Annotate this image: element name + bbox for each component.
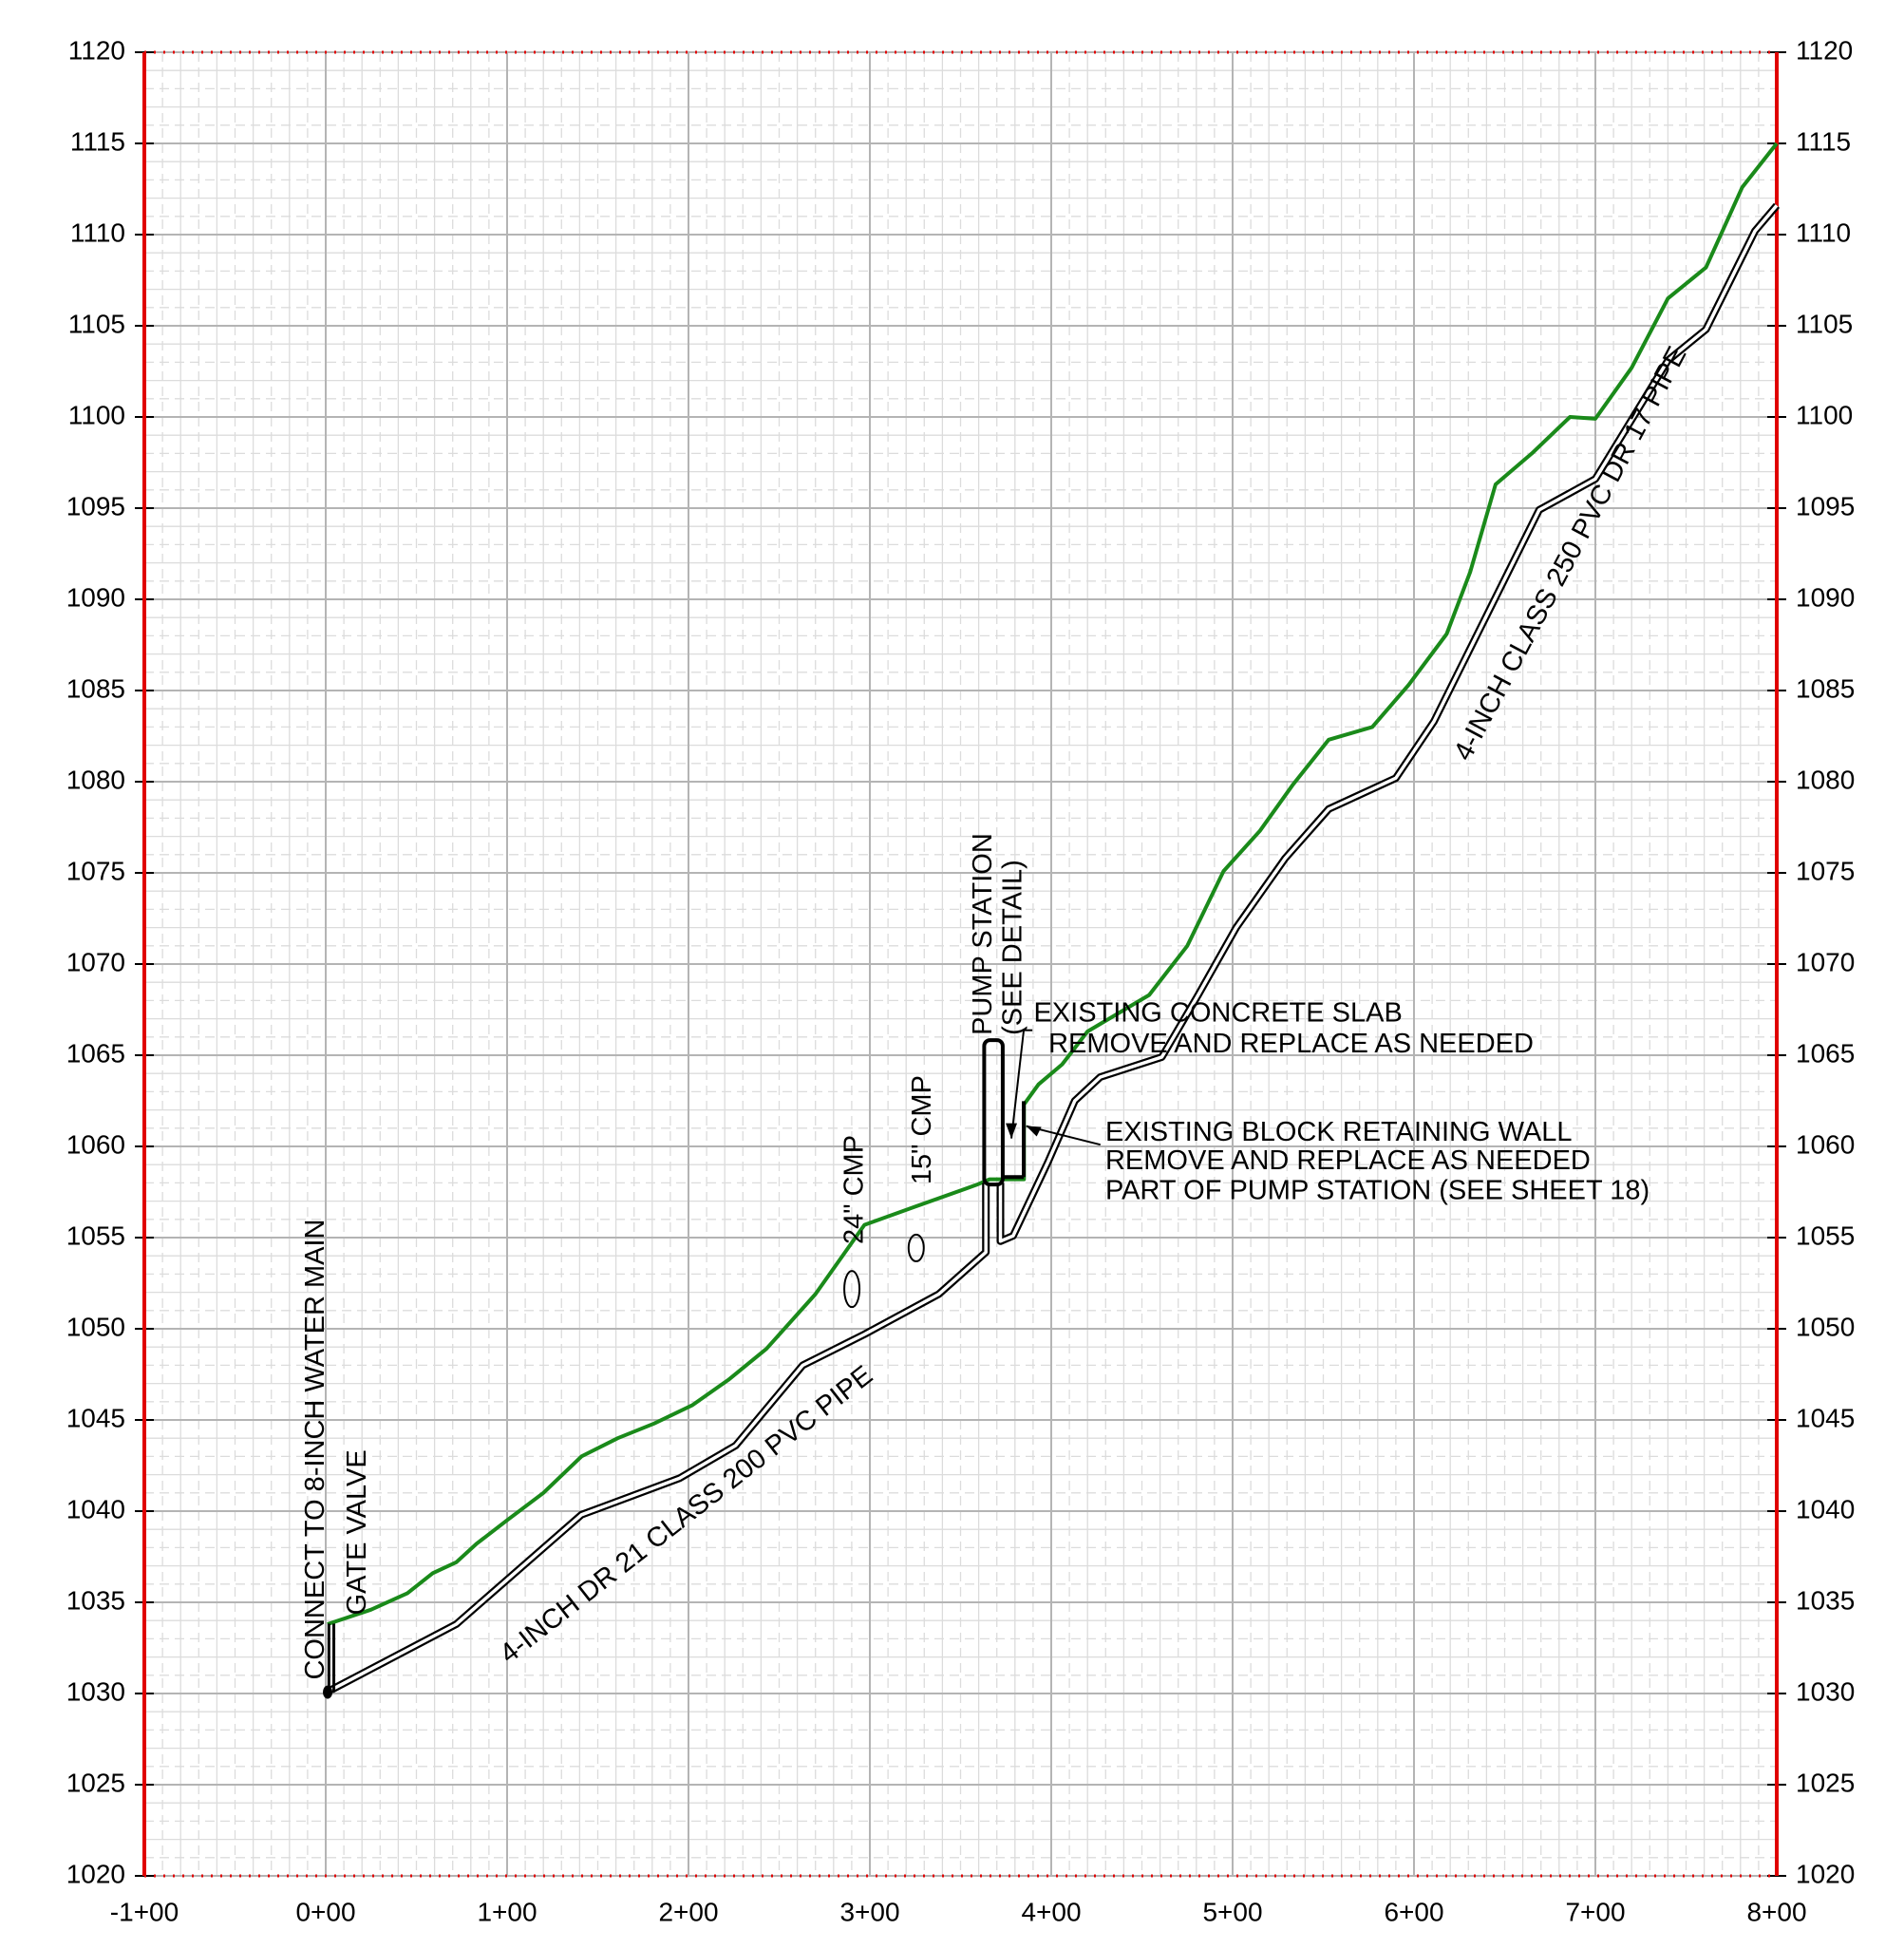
y-tick-label: 1030 [66, 1676, 125, 1706]
y2-tick-label: 1055 [1796, 1220, 1855, 1250]
y2-tick-label: 1100 [1796, 400, 1853, 429]
y2-tick-label: 1020 [1796, 1859, 1855, 1888]
annotation: REMOVE AND REPLACE AS NEEDED [1105, 1145, 1591, 1176]
annotation: CONNECT TO 8-INCH WATER MAIN [300, 1220, 330, 1680]
y-tick-label: 1095 [66, 491, 125, 520]
x-tick-label: -1+00 [110, 1897, 179, 1926]
fitting [323, 1685, 333, 1699]
plot [323, 142, 1781, 1699]
y-tick-label: 1020 [66, 1859, 125, 1888]
y-tick-label: 1105 [68, 309, 125, 338]
y2-tick-label: 1110 [1796, 218, 1851, 247]
culvert [907, 1233, 925, 1262]
y2-tick-label: 1090 [1796, 582, 1855, 612]
y2-tick-label: 1085 [1796, 673, 1855, 703]
y-tick-label: 1115 [70, 126, 125, 156]
arrow-head [1006, 1123, 1018, 1139]
x-tick-label: 1+00 [477, 1897, 537, 1926]
x-tick-label: 7+00 [1565, 1897, 1625, 1926]
annotation: REMOVE AND REPLACE AS NEEDED [1048, 1029, 1534, 1059]
annotation: 15" CMP [907, 1075, 937, 1184]
y-tick-label: 1090 [66, 582, 125, 612]
annotation: EXISTING BLOCK RETAINING WALL [1105, 1117, 1573, 1147]
y-tick-label: 1075 [66, 856, 125, 885]
y2-tick-label: 1045 [1796, 1403, 1855, 1432]
x-tick-label: 4+00 [1021, 1897, 1081, 1926]
y-tick-label: 1080 [66, 765, 125, 794]
y-tick-label: 1025 [66, 1768, 125, 1797]
y-tick-label: 1040 [66, 1494, 125, 1523]
x-tick-label: 6+00 [1384, 1897, 1443, 1926]
y2-tick-label: 1115 [1796, 126, 1851, 156]
y-tick-label: 1035 [66, 1585, 125, 1615]
y2-tick-label: 1105 [1796, 309, 1853, 338]
annotation: PUMP STATION [968, 833, 998, 1035]
y-tick-label: 1070 [66, 947, 125, 976]
annotation: (SEE DETAIL) [997, 860, 1027, 1035]
annotation: PART OF PUMP STATION (SEE SHEET 18) [1105, 1176, 1650, 1206]
arrow-head [1026, 1126, 1042, 1137]
y2-tick-label: 1070 [1796, 947, 1855, 976]
y2-tick-label: 1060 [1796, 1129, 1855, 1159]
annotation: GATE VALVE [342, 1449, 372, 1615]
y2-tick-label: 1040 [1796, 1494, 1855, 1523]
x-tick-label: 3+00 [839, 1897, 899, 1926]
annotation: 24" CMP [839, 1135, 870, 1244]
y-tick-label: 1055 [66, 1220, 125, 1250]
leader-line [1010, 1030, 1026, 1139]
y-tick-label: 1085 [66, 673, 125, 703]
x-tick-label: 8+00 [1746, 1897, 1806, 1926]
y-tick-label: 1060 [66, 1129, 125, 1159]
pump-station [982, 1038, 1005, 1187]
y-tick-label: 1110 [70, 218, 125, 247]
y2-tick-label: 1080 [1796, 765, 1855, 794]
y2-tick-label: 1050 [1796, 1312, 1855, 1341]
y-tick-label: 1100 [68, 400, 125, 429]
annotation: 4-INCH CLASS 250 PVC DR 17 PIPE [1448, 342, 1693, 766]
pipe-inner [330, 204, 1779, 1692]
y2-tick-label: 1065 [1796, 1038, 1855, 1068]
annotation: EXISTING CONCRETE SLAB [1033, 997, 1402, 1028]
y2-tick-label: 1095 [1796, 491, 1855, 520]
x-tick-label: 0+00 [295, 1897, 355, 1926]
y2-tick-label: 1075 [1796, 856, 1855, 885]
y-tick-label: 1050 [66, 1312, 125, 1341]
y2-tick-label: 1025 [1796, 1768, 1855, 1797]
y-tick-label: 1065 [66, 1038, 125, 1068]
y2-tick-label: 1120 [1796, 35, 1853, 65]
ground-line [327, 142, 1779, 1626]
x-tick-label: 2+00 [658, 1897, 718, 1926]
major-grid [135, 50, 1786, 1878]
y2-tick-label: 1030 [1796, 1676, 1855, 1706]
x-tick-label: 5+00 [1202, 1897, 1262, 1926]
culvert [843, 1270, 861, 1309]
y-tick-label: 1045 [66, 1403, 125, 1432]
y2-tick-label: 1035 [1796, 1585, 1855, 1615]
y-tick-label: 1120 [68, 35, 125, 65]
